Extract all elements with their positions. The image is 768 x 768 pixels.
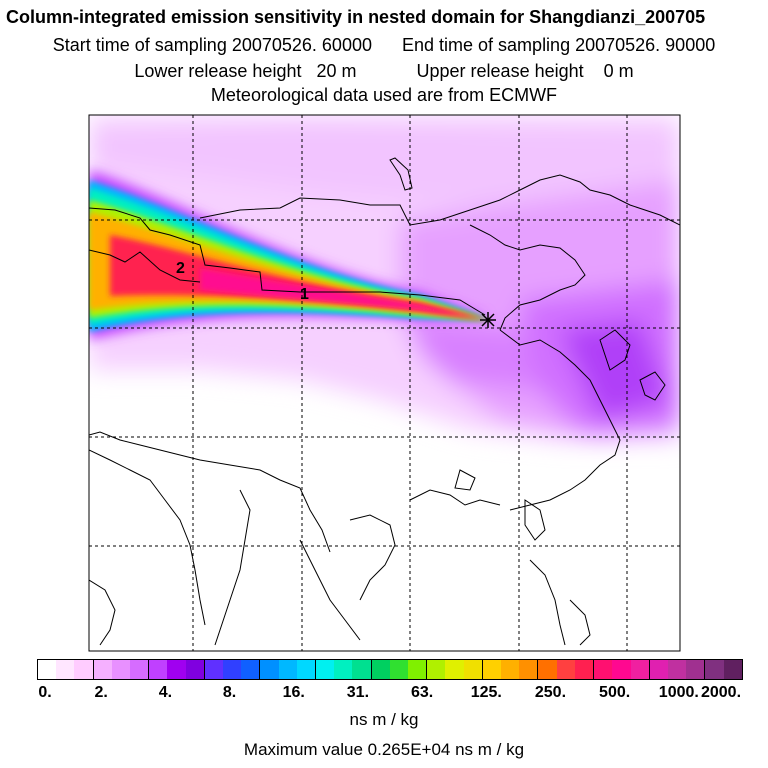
legend-color-cell <box>316 660 335 679</box>
sampling-times: Start time of sampling 20070526. 60000 E… <box>0 34 768 56</box>
legend-color-cell <box>167 660 186 679</box>
legend-tick-label: 125. <box>470 684 502 701</box>
legend-color-cell <box>130 660 150 679</box>
legend-color-cell <box>111 660 131 679</box>
legend-color-cell <box>445 660 464 679</box>
legend-color-cell <box>649 660 668 679</box>
legend-color-cell <box>296 660 317 679</box>
map-frame <box>88 114 681 652</box>
legend-color-cell <box>74 660 94 679</box>
upper-release-height: Upper release height 0 m <box>416 61 634 81</box>
legend-tick-label: 2000. <box>700 684 742 701</box>
color-legend <box>37 659 743 680</box>
legend-tick-label: 250. <box>534 684 567 701</box>
legend-color-cell <box>612 660 631 679</box>
legend-color-cell <box>686 660 706 679</box>
star-icon <box>480 312 496 328</box>
legend-color-cell <box>667 660 687 679</box>
legend-color-cell <box>38 660 57 679</box>
marker-label-1: 1 <box>300 286 309 303</box>
legend-color-cell <box>241 660 261 679</box>
legend-color-cell <box>705 660 724 679</box>
lower-release-height: Lower release height 20 m <box>134 61 357 81</box>
legend-color-cell <box>149 660 168 679</box>
plume-core <box>89 170 488 340</box>
start-time: Start time of sampling 20070526. 60000 <box>52 35 372 55</box>
legend-tick-label: 31. <box>346 684 370 701</box>
legend-color-cell <box>408 660 428 679</box>
legend-color-cell <box>56 660 75 679</box>
legend-tick-label: 4. <box>158 684 173 701</box>
legend-color-cell <box>630 660 650 679</box>
legend-color-cell <box>482 660 502 679</box>
legend-tick-label: 500. <box>599 684 631 701</box>
legend-color-cell <box>352 660 372 679</box>
meteo-source: Meteorological data used are from ECMWF <box>210 85 558 105</box>
legend-tick-label: 0. <box>38 684 52 701</box>
legend-tick-label: 8. <box>222 684 237 701</box>
release-heights: Lower release height 20 m Upper release … <box>0 60 768 82</box>
marker-label-2: 2 <box>176 260 185 277</box>
legend-color-cell <box>723 660 742 679</box>
legend-color-cell <box>519 660 539 679</box>
legend-units: ns m / kg <box>349 710 419 729</box>
legend-color-cell <box>538 660 557 679</box>
legend-tick-label: 16. <box>282 684 305 701</box>
end-time: End time of sampling 20070526. 90000 <box>402 35 716 55</box>
legend-color-cell <box>334 660 353 679</box>
plume-haze <box>89 115 680 440</box>
legend-tick-label: 2. <box>94 684 108 701</box>
title: Column-integrated emission sensitivity i… <box>6 7 706 27</box>
legend-tick-label: 63. <box>410 684 434 701</box>
legend-color-cell <box>574 660 595 679</box>
legend-color-cell <box>185 660 205 679</box>
legend-color-cell <box>260 660 279 679</box>
legend-color-cell <box>556 660 575 679</box>
coastlines <box>89 157 680 646</box>
maximum-value: Maximum value 0.265E+04 ns m / kg <box>243 740 525 759</box>
legend-color-cell <box>93 660 112 679</box>
legend-color-cell <box>278 660 297 679</box>
legend-color-cell <box>463 660 483 679</box>
legend-color-cell <box>594 660 613 679</box>
legend-color-cell <box>427 660 446 679</box>
legend-color-cell <box>389 660 409 679</box>
legend-color-cell <box>204 660 224 679</box>
map-field <box>89 115 680 651</box>
legend-color-cell <box>371 660 390 679</box>
legend-color-cell <box>223 660 242 679</box>
legend-tick-label: 1000. <box>658 684 699 701</box>
legend-color-cell <box>501 660 520 679</box>
